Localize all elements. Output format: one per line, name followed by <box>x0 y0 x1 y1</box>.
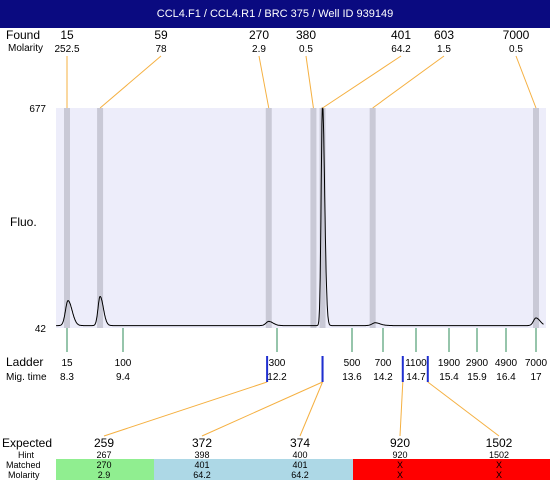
ladder-migtime-label: 12.2 <box>267 372 287 383</box>
found-leader-line <box>515 55 537 109</box>
y-tick-label: 677 <box>29 104 46 115</box>
found-molarity-label: 0.5 <box>299 44 313 55</box>
ladder-migtime-label: 9.4 <box>116 372 130 383</box>
title-bar: CCL4.F1 / CCL4.R1 / BRC 375 / Well ID 93… <box>0 0 550 28</box>
matched-cell <box>353 459 550 480</box>
found-size-label: 270 <box>249 28 269 42</box>
found-leader-line <box>305 55 314 109</box>
ladder-migtime-label: 14.7 <box>406 372 426 383</box>
molarity-row-label: Molarity <box>8 470 40 480</box>
matched-label: X <box>397 460 403 470</box>
expected-leader-line <box>299 381 323 437</box>
expected-leader-line <box>399 381 404 437</box>
found-size-label: 15 <box>60 28 74 42</box>
hint-label: 400 <box>292 450 307 460</box>
matched-label: 401 <box>194 460 209 470</box>
found-band <box>97 108 104 328</box>
y-axis-label: Fluo. <box>10 215 37 229</box>
found-row-label: Found <box>6 28 40 42</box>
ladder-size-label: 15 <box>61 358 73 369</box>
hint-label: 398 <box>194 450 209 460</box>
expected-leader-line <box>201 381 323 437</box>
ladder-size-label: 700 <box>375 358 392 369</box>
trace-line <box>56 107 544 327</box>
expected-size-label: 372 <box>192 436 212 450</box>
hint-label: 1502 <box>489 450 509 460</box>
ladder-migtime-label: 15.4 <box>439 372 459 383</box>
found-molarity-label: 1.5 <box>437 44 451 55</box>
matched-molarity-label: 2.9 <box>98 470 111 480</box>
expected-leader-line <box>427 381 500 437</box>
matched-label: 270 <box>96 460 111 470</box>
ladder-migtime-label: 17 <box>530 372 542 383</box>
found-molarity-label: 78 <box>155 44 167 55</box>
migtime-row-label: Mig. time <box>6 372 47 383</box>
matched-cell <box>56 459 154 480</box>
ladder-migtime-label: 15.9 <box>467 372 487 383</box>
ladder-row-label: Ladder <box>6 355 43 369</box>
found-leader-line <box>99 55 162 109</box>
found-size-label: 7000 <box>503 28 530 42</box>
matched-molarity-label: 64.2 <box>291 470 309 480</box>
ladder-migtime-label: 8.3 <box>60 372 74 383</box>
expected-size-label: 920 <box>390 436 410 450</box>
plot-area <box>56 108 546 328</box>
found-band <box>369 108 376 328</box>
ladder-size-label: 100 <box>115 358 132 369</box>
ladder-size-label: 300 <box>269 358 286 369</box>
matched-row-label: Matched <box>6 460 41 470</box>
ladder-size-label: 4900 <box>495 358 518 369</box>
hint-row-label: Hint <box>18 450 35 460</box>
found-band <box>310 108 317 328</box>
ladder-size-label: 2900 <box>466 358 489 369</box>
ladder-size-label: 1100 <box>405 358 427 369</box>
found-molarity-label: 2.9 <box>252 44 266 55</box>
hint-label: 267 <box>96 450 111 460</box>
found-molarity-label: 0.5 <box>509 44 523 55</box>
ladder-migtime-label: 16.4 <box>496 372 516 383</box>
matched-molarity-label: X <box>397 470 403 480</box>
found-band <box>319 108 326 328</box>
found-size-label: 401 <box>391 28 411 42</box>
found-molarity-label: 64.2 <box>391 44 411 55</box>
matched-label: 401 <box>292 460 307 470</box>
expected-size-label: 374 <box>290 436 310 450</box>
found-size-label: 59 <box>154 28 168 42</box>
hint-label: 920 <box>392 450 407 460</box>
ladder-migtime-label: 14.2 <box>373 372 393 383</box>
found-molarity-row-label: Molarity <box>8 43 43 54</box>
found-leader-line <box>322 55 402 109</box>
ladder-size-label: 500 <box>344 358 361 369</box>
chart-title: CCL4.F1 / CCL4.R1 / BRC 375 / Well ID 93… <box>156 8 394 20</box>
found-band <box>265 108 272 328</box>
found-size-label: 603 <box>434 28 454 42</box>
matched-cell <box>154 459 353 480</box>
ladder-migtime-label: 13.6 <box>342 372 362 383</box>
found-leader-line <box>372 55 445 109</box>
ladder-size-label: 1900 <box>438 358 461 369</box>
y-tick-label: 42 <box>35 324 47 335</box>
ladder-size-label: 7000 <box>525 358 548 369</box>
found-leader-line <box>258 55 270 109</box>
found-molarity-label: 252.5 <box>54 44 79 55</box>
found-size-label: 380 <box>296 28 316 42</box>
expected-size-label: 259 <box>94 436 114 450</box>
expected-leader-line <box>103 381 268 437</box>
found-band <box>533 108 539 328</box>
matched-molarity-label: X <box>496 470 502 480</box>
expected-row-label: Expected <box>2 436 52 450</box>
matched-molarity-label: 64.2 <box>193 470 211 480</box>
expected-size-label: 1502 <box>486 436 513 450</box>
found-band <box>64 108 70 328</box>
matched-label: X <box>496 460 502 470</box>
